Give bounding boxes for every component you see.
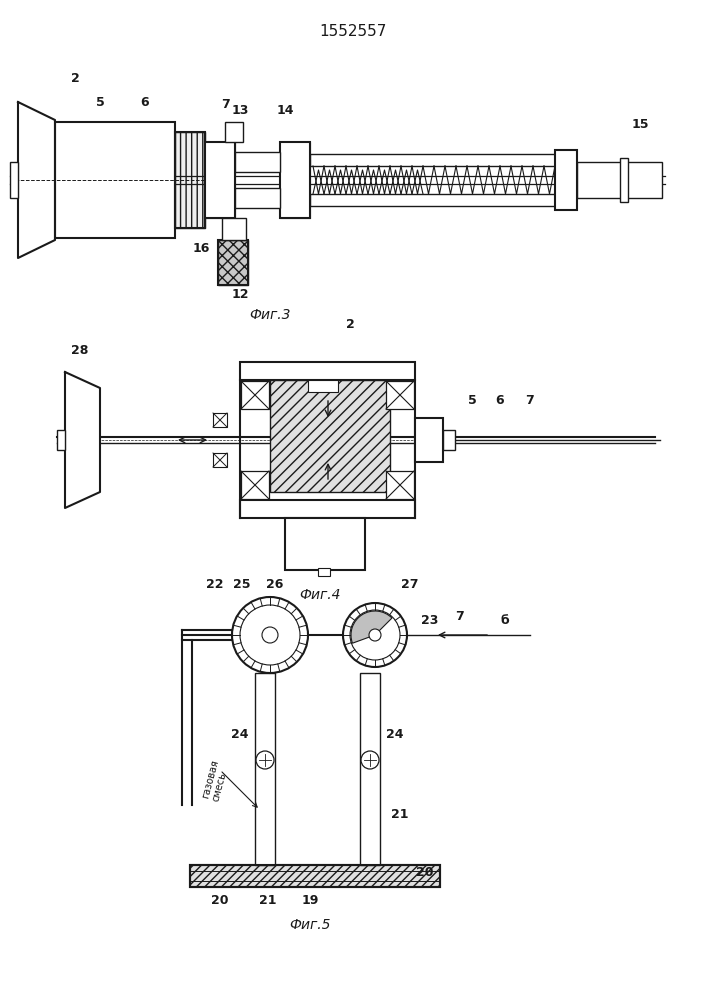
Text: 27: 27 xyxy=(402,578,419,591)
Text: 6: 6 xyxy=(496,393,504,406)
Text: 26: 26 xyxy=(267,578,284,591)
Bar xyxy=(310,154,560,166)
Text: 1552557: 1552557 xyxy=(320,24,387,39)
Bar xyxy=(225,122,243,142)
Polygon shape xyxy=(18,102,55,258)
Bar xyxy=(57,430,65,450)
Text: 28: 28 xyxy=(71,344,88,357)
Bar xyxy=(10,162,18,198)
Bar xyxy=(285,518,365,570)
Bar xyxy=(241,381,269,409)
Bar xyxy=(226,123,242,141)
Bar xyxy=(555,150,577,210)
Text: 20: 20 xyxy=(211,894,229,908)
Text: газовая
смесь: газовая смесь xyxy=(200,758,231,802)
Bar xyxy=(190,865,440,887)
Circle shape xyxy=(262,627,278,643)
Bar xyxy=(55,122,175,238)
Text: 7: 7 xyxy=(525,393,534,406)
Text: б: б xyxy=(501,614,509,628)
Text: 19: 19 xyxy=(301,894,319,908)
Text: 16: 16 xyxy=(192,241,210,254)
Bar xyxy=(224,219,244,241)
Bar xyxy=(578,163,661,197)
Bar xyxy=(256,674,274,864)
Text: 5: 5 xyxy=(467,393,477,406)
Text: Фиг.5: Фиг.5 xyxy=(289,918,331,932)
Bar xyxy=(287,520,363,568)
Text: 2: 2 xyxy=(71,72,79,85)
Bar xyxy=(235,188,280,208)
Bar xyxy=(240,500,415,518)
Bar xyxy=(443,430,455,450)
Polygon shape xyxy=(65,372,100,508)
Bar xyxy=(361,674,379,864)
Text: 23: 23 xyxy=(421,613,438,626)
Bar xyxy=(308,380,338,392)
Bar xyxy=(386,381,414,409)
Bar xyxy=(175,132,205,228)
Bar xyxy=(222,218,246,240)
Bar xyxy=(577,162,662,198)
Bar xyxy=(415,418,443,462)
Bar xyxy=(556,151,576,209)
Circle shape xyxy=(232,597,308,673)
Text: 6: 6 xyxy=(141,96,149,108)
Text: 20: 20 xyxy=(416,866,434,880)
Bar xyxy=(175,132,205,228)
Bar xyxy=(620,158,628,202)
Bar xyxy=(240,362,415,380)
Text: 2: 2 xyxy=(346,318,354,332)
Text: 22: 22 xyxy=(206,578,223,591)
Bar xyxy=(213,453,227,467)
Text: 15: 15 xyxy=(631,118,649,131)
Text: 14: 14 xyxy=(276,104,293,116)
Bar xyxy=(235,152,280,172)
Circle shape xyxy=(343,603,407,667)
Text: 5: 5 xyxy=(95,96,105,108)
Bar xyxy=(205,142,235,218)
Text: 7: 7 xyxy=(455,610,464,624)
Text: 13: 13 xyxy=(231,104,249,116)
Text: Фиг.4: Фиг.4 xyxy=(299,588,341,602)
Text: 21: 21 xyxy=(259,894,276,908)
Bar xyxy=(360,673,380,865)
Bar xyxy=(280,142,310,218)
Circle shape xyxy=(256,751,274,769)
Bar xyxy=(218,240,248,285)
Wedge shape xyxy=(351,611,392,643)
Text: 21: 21 xyxy=(391,808,409,822)
Bar xyxy=(310,194,560,206)
Bar xyxy=(205,142,235,218)
Bar xyxy=(213,413,227,427)
Text: Фиг.3: Фиг.3 xyxy=(250,308,291,322)
Bar xyxy=(218,240,248,285)
Text: 24: 24 xyxy=(231,728,249,742)
Bar xyxy=(319,569,329,575)
Circle shape xyxy=(361,751,379,769)
Text: 24: 24 xyxy=(386,728,404,742)
Bar xyxy=(309,381,337,391)
Bar xyxy=(270,380,390,492)
Bar xyxy=(241,471,269,499)
Text: 7: 7 xyxy=(221,99,229,111)
Bar xyxy=(255,673,275,865)
Bar xyxy=(280,142,310,218)
Circle shape xyxy=(369,629,381,641)
Bar xyxy=(190,865,440,887)
Text: 12: 12 xyxy=(231,288,249,302)
Text: 25: 25 xyxy=(233,578,251,591)
Bar xyxy=(386,471,414,499)
Bar xyxy=(318,568,330,576)
